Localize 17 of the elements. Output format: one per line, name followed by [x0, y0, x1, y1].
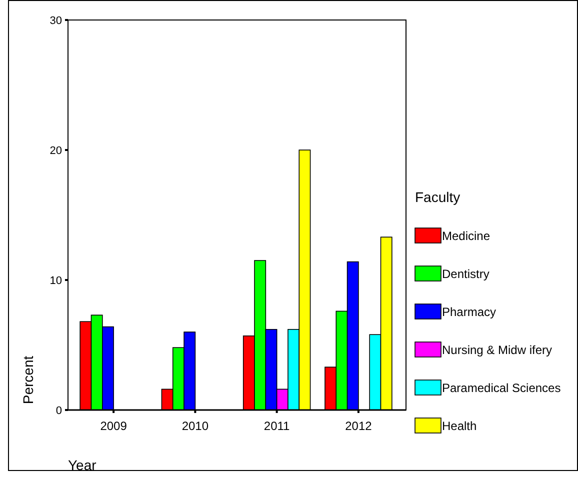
x-axis-title: Year [68, 457, 97, 473]
x-tick-label: 2009 [100, 419, 128, 433]
x-tick-label: 2012 [345, 419, 372, 433]
legend-label: Dentistry [442, 267, 490, 282]
legend-label: Paramedical Sciences [442, 381, 561, 396]
legend-label: Health [442, 419, 477, 434]
y-tick-label: 0 [56, 404, 62, 417]
y-tick-label: 30 [50, 14, 62, 27]
x-tick-label: 2010 [182, 419, 209, 433]
legend-label: Nursing & Midw ifery [442, 343, 552, 358]
x-tick-label: 2011 [264, 419, 290, 433]
legend-label: Pharmacy [442, 305, 496, 320]
y-axis-title: Percent [20, 356, 36, 404]
y-tick-label: 10 [50, 274, 62, 287]
y-tick-label: 20 [50, 144, 62, 157]
legend-label: Medicine [442, 229, 490, 244]
legend-title: Faculty [415, 189, 460, 205]
